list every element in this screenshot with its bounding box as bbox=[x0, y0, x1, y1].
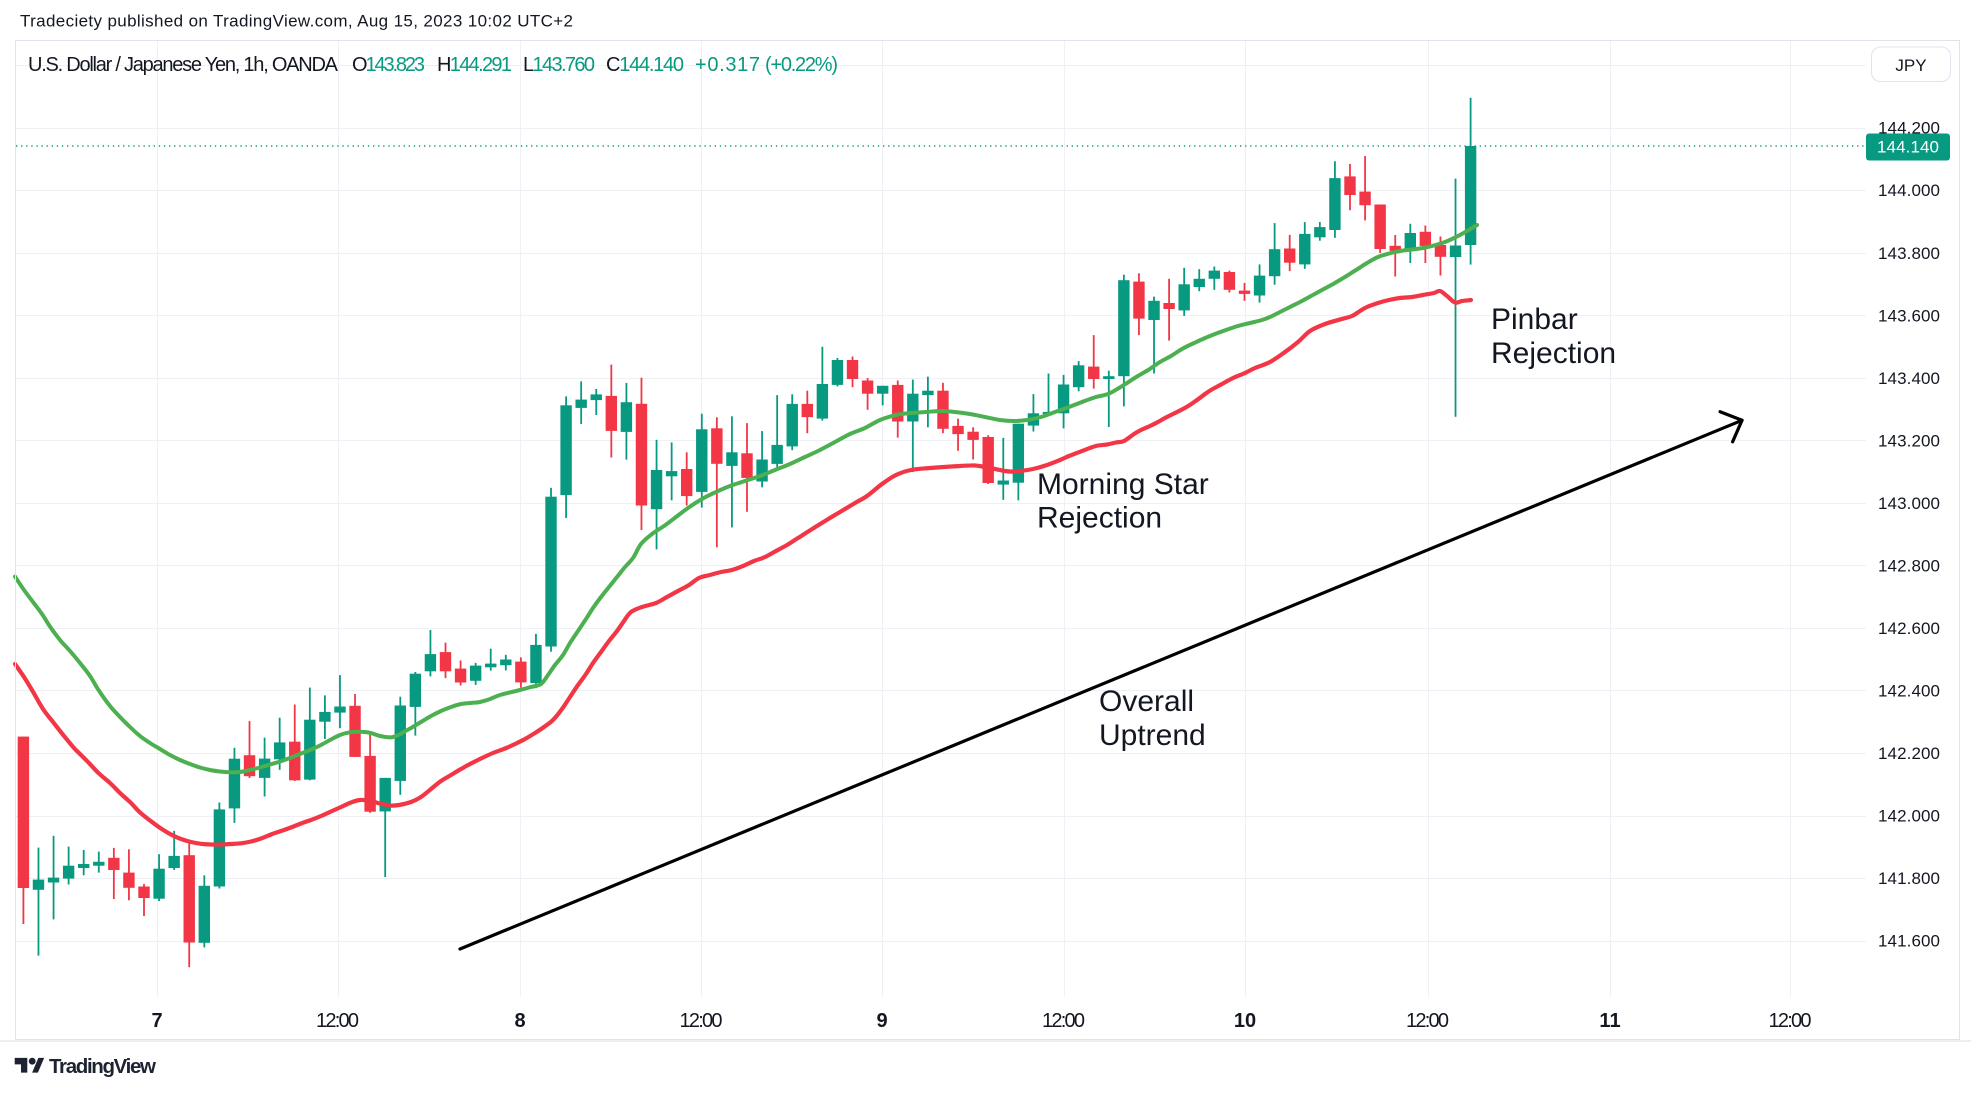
svg-text:9: 9 bbox=[876, 1010, 887, 1032]
svg-text:141.600: 141.600 bbox=[1878, 932, 1940, 951]
svg-text:10: 10 bbox=[1234, 1010, 1256, 1032]
svg-text:144.140: 144.140 bbox=[1877, 138, 1939, 157]
svg-text:143.400: 143.400 bbox=[1878, 369, 1940, 388]
svg-text:Rejection: Rejection bbox=[1037, 502, 1162, 535]
svg-text:143.800: 143.800 bbox=[1878, 244, 1940, 263]
svg-text:L143.760: L143.760 bbox=[523, 54, 595, 76]
svg-text:+0.317: +0.317 bbox=[695, 54, 760, 76]
svg-text:H144.291: H144.291 bbox=[437, 54, 512, 76]
svg-text:143.600: 143.600 bbox=[1878, 306, 1940, 325]
svg-text:143.200: 143.200 bbox=[1878, 431, 1940, 450]
svg-text:(+0.22%): (+0.22%) bbox=[765, 54, 838, 76]
svg-text:Tradeciety published on Tradin: Tradeciety published on TradingView.com,… bbox=[20, 12, 573, 31]
svg-text:Morning Star: Morning Star bbox=[1037, 468, 1209, 501]
svg-text:11: 11 bbox=[1599, 1010, 1620, 1032]
svg-text:TradingView: TradingView bbox=[49, 1055, 156, 1078]
svg-text:142.000: 142.000 bbox=[1878, 807, 1940, 826]
svg-text:12:00: 12:00 bbox=[316, 1010, 359, 1032]
svg-text:8: 8 bbox=[514, 1010, 525, 1032]
svg-text:Rejection: Rejection bbox=[1491, 337, 1616, 370]
svg-text:143.000: 143.000 bbox=[1878, 494, 1940, 513]
svg-text:C144.140: C144.140 bbox=[606, 54, 684, 76]
svg-text:JPY: JPY bbox=[1895, 56, 1926, 75]
svg-text:144.200: 144.200 bbox=[1878, 119, 1940, 138]
svg-text:144.000: 144.000 bbox=[1878, 181, 1940, 200]
svg-text:Overall: Overall bbox=[1099, 685, 1194, 718]
svg-text:O143.823: O143.823 bbox=[352, 54, 425, 76]
svg-text:141.800: 141.800 bbox=[1878, 869, 1940, 888]
svg-text:12:00: 12:00 bbox=[680, 1010, 723, 1032]
svg-text:142.400: 142.400 bbox=[1878, 682, 1940, 701]
svg-text:Uptrend: Uptrend bbox=[1099, 719, 1206, 752]
svg-text:12:00: 12:00 bbox=[1042, 1010, 1085, 1032]
svg-text:7: 7 bbox=[151, 1010, 162, 1032]
svg-text:142.200: 142.200 bbox=[1878, 744, 1940, 763]
svg-text:12:00: 12:00 bbox=[1406, 1010, 1449, 1032]
svg-text:142.600: 142.600 bbox=[1878, 619, 1940, 638]
svg-text:142.800: 142.800 bbox=[1878, 556, 1940, 575]
svg-text:12:00: 12:00 bbox=[1769, 1010, 1812, 1032]
svg-text:Pinbar: Pinbar bbox=[1491, 303, 1578, 336]
svg-text:U.S. Dollar / Japanese Yen, 1h: U.S. Dollar / Japanese Yen, 1h, OANDA bbox=[28, 54, 339, 76]
